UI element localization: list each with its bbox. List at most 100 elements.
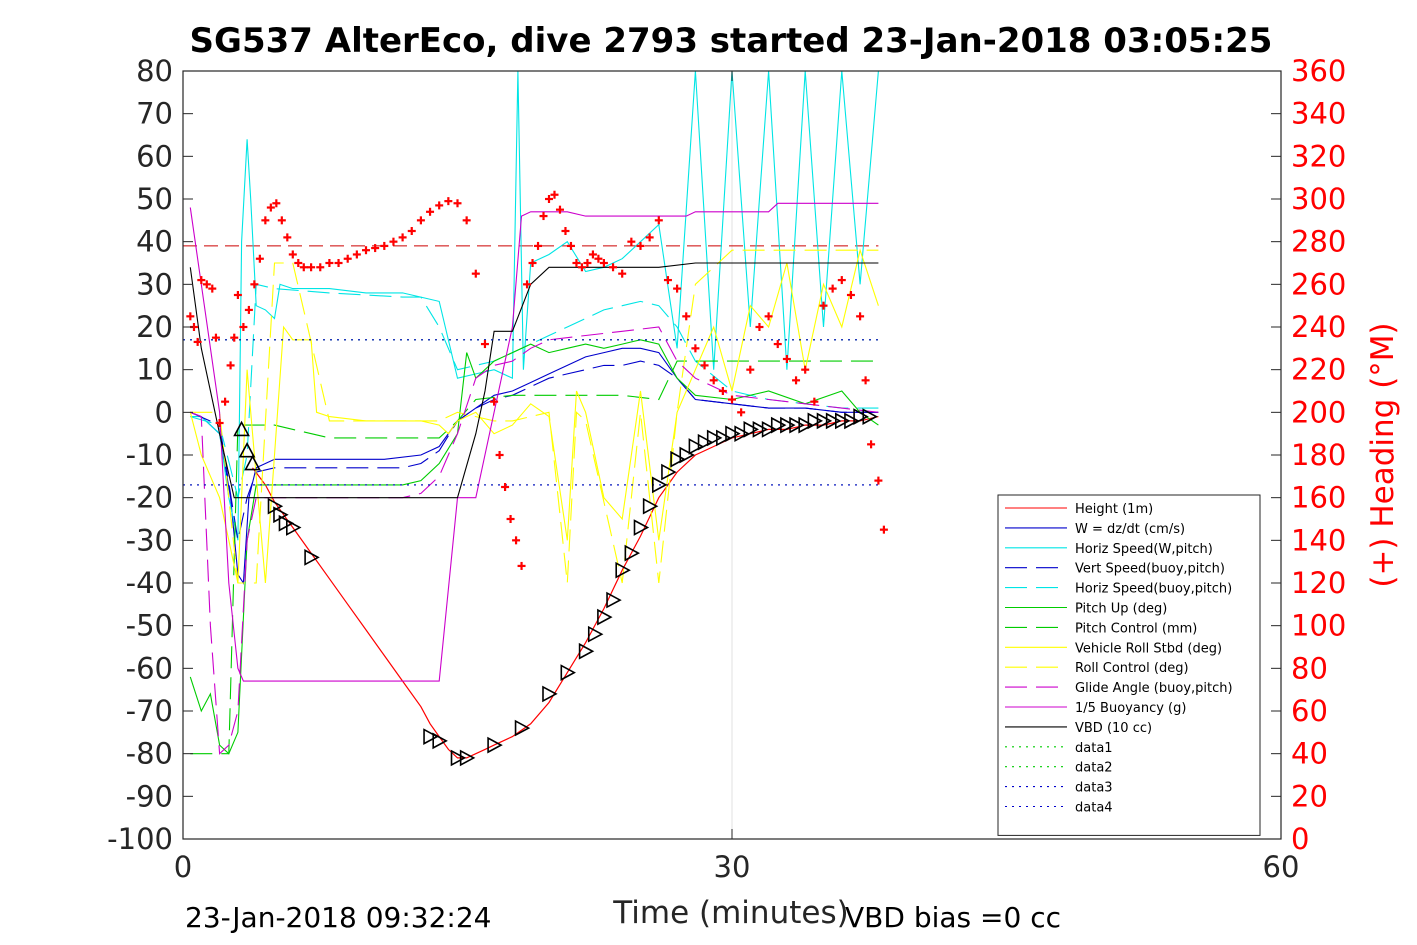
heading-point [609,263,618,272]
heading-point [523,280,532,289]
heading-point [550,190,559,199]
heading-point [226,361,235,370]
heading-point [773,340,782,349]
heading-point [193,337,202,346]
triangle-marker [661,463,677,481]
heading-point [202,280,211,289]
legend-label: Pitch Up (deg) [1075,602,1167,617]
heading-point [288,250,297,259]
heading-point [197,276,206,285]
series-roll_ctrl [190,249,879,584]
heading-point [255,254,264,263]
series-horiz_buoy [190,283,879,498]
heading-point [389,237,398,246]
series-buoy [189,202,879,682]
legend-entry: data3 [1005,781,1113,796]
legend-entry: data2 [1005,761,1113,776]
triangle-marker [615,561,631,579]
y-right-tick-label: 120 [1291,566,1346,600]
y-tick-label: -30 [126,523,173,557]
heading-point [682,312,691,321]
series-layer [183,70,879,759]
heading-point [534,241,543,250]
heading-point [453,199,462,208]
legend-entry: data4 [1005,801,1113,816]
heading-markers [186,190,888,570]
legend: Height (1m) W = dz/dt (cm/s) Horiz Speed(W… [997,494,1261,836]
triangle-marker [834,412,851,430]
heading-point [737,408,746,417]
series-vert_buoy [190,360,879,541]
triangle-marker [238,442,256,458]
heading-point [250,280,259,289]
heading-point [325,259,334,267]
heading-point [495,451,504,459]
heading-point [837,276,846,285]
legend-label: Glide Angle (buoy,pitch) [1075,681,1233,696]
heading-point [471,269,480,278]
heading-point [828,284,837,293]
heading-point [334,259,343,267]
y-tick-label: -50 [126,609,173,643]
y-right-tick-label: 80 [1291,651,1328,685]
y-right-tick-label: 40 [1291,737,1328,771]
triangle-marker [633,519,650,536]
y-right-tick-label: 340 [1291,97,1346,131]
heading-point [186,312,195,321]
heading-point [856,312,865,321]
y-tick-label: 30 [136,267,173,301]
triangle-marker [651,476,668,494]
triangle-marker [285,519,302,536]
y-right-tick-label: 300 [1291,182,1346,216]
heading-point [583,259,592,267]
heading-point [444,197,453,206]
heading-point [316,263,325,272]
y-right-tick-label: 320 [1291,139,1346,173]
heading-point [879,525,888,534]
heading-point [398,233,407,242]
legend-entry: Horiz Speed(buoy,pitch) [1005,582,1232,597]
heading-point [215,419,224,427]
triangle-marker [825,412,842,430]
heading-point [561,227,570,235]
heading-point [221,397,230,406]
series-horiz_w [190,70,879,541]
triangle-marker [587,625,604,643]
legend-label: data1 [1075,741,1113,756]
bottom-axis: 0 30 60 [174,71,1299,884]
triangle-marker [743,421,759,438]
heading-point [545,195,553,203]
x-axis-label: Time (minutes) [612,895,848,931]
legend-label: VBD (10 cc) [1075,721,1152,736]
heading-point [462,216,471,225]
heading-point [272,199,281,208]
legend-label: Pitch Control (mm) [1075,621,1197,636]
heading-point [539,212,548,221]
legend-label: data2 [1075,761,1113,776]
y-tick-label: -40 [126,566,173,600]
series-glide [190,326,879,755]
right-axis: 0 20 40 60 80 100 120 140 160 180 200 220 240 260 280 3… [1271,54,1346,856]
heading-point [244,305,253,314]
triangle-marker [244,454,261,471]
y-right-tick-label: 100 [1291,609,1346,643]
heading-point [501,483,510,491]
triangle-marker [670,450,686,468]
triangle-marker [807,412,824,430]
series-height [252,416,879,759]
heading-point [307,263,316,272]
heading-point [480,340,489,349]
heading-point [277,216,286,225]
heading-point [490,397,499,406]
heading-point [517,561,526,570]
triangle-marker [514,719,531,737]
y-tick-label: 40 [136,225,173,259]
heading-point [709,376,718,385]
triangle-marker [450,749,467,767]
legend-entry: Pitch Control (mm) [1005,621,1197,636]
heading-point [380,241,389,250]
legend-label: Horiz Speed(W,pitch) [1075,542,1213,557]
triangle-marker [278,514,295,532]
series-pitch_ctrl [190,360,879,755]
